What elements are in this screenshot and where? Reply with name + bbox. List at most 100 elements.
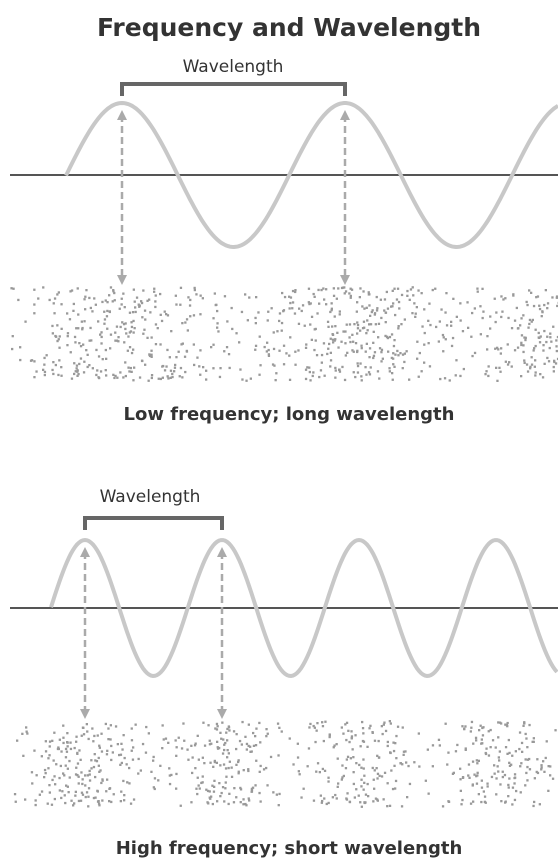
particle: [413, 302, 416, 305]
particle: [35, 774, 38, 777]
particle: [161, 747, 164, 750]
particle: [519, 324, 522, 327]
particle: [365, 373, 368, 376]
particle: [101, 778, 104, 781]
particle: [254, 784, 257, 787]
particle: [548, 346, 551, 350]
particle: [392, 302, 395, 305]
particle: [547, 789, 550, 792]
particle: [163, 310, 166, 313]
particle: [312, 371, 315, 374]
particle: [267, 354, 271, 357]
particle: [179, 303, 182, 306]
particle: [291, 301, 295, 304]
particle: [520, 334, 524, 337]
particle: [359, 329, 362, 332]
particle: [88, 296, 91, 300]
particle: [504, 297, 507, 300]
particle: [507, 786, 510, 789]
particle: [373, 769, 376, 772]
particle: [137, 772, 140, 775]
particle: [322, 287, 325, 290]
particle: [100, 342, 103, 345]
particle: [371, 731, 374, 734]
particle: [334, 338, 337, 341]
particle: [87, 787, 91, 790]
particle: [179, 804, 182, 807]
particle: [64, 764, 67, 767]
particle: [499, 783, 502, 786]
particle: [137, 303, 140, 306]
particle: [323, 298, 326, 301]
particle: [285, 352, 288, 355]
particle: [150, 374, 154, 377]
particle: [331, 338, 335, 341]
particle: [397, 354, 400, 357]
particle: [81, 778, 84, 781]
particle: [205, 369, 208, 372]
particle: [472, 742, 475, 745]
particle: [115, 325, 119, 328]
particle: [486, 782, 489, 785]
particle: [504, 723, 507, 726]
particle: [77, 775, 80, 778]
particle: [320, 353, 324, 357]
particle: [105, 790, 108, 793]
particle: [46, 802, 49, 805]
particle: [91, 310, 94, 313]
particle: [423, 361, 426, 364]
particle: [48, 740, 52, 743]
particle: [74, 370, 77, 373]
particle: [545, 340, 548, 344]
particle: [349, 340, 352, 344]
particle: [415, 306, 418, 309]
particle: [223, 295, 227, 298]
particle: [152, 755, 155, 759]
particle: [326, 352, 329, 356]
particle: [371, 309, 374, 312]
particle: [319, 794, 322, 797]
particle: [314, 339, 317, 342]
particle: [378, 774, 381, 777]
particle: [454, 374, 457, 377]
particle: [526, 758, 529, 761]
particle: [526, 765, 529, 769]
particle: [526, 779, 529, 782]
particle: [514, 750, 517, 753]
particle: [184, 321, 187, 324]
particle: [356, 323, 360, 327]
particle: [87, 805, 90, 808]
particle: [66, 335, 69, 338]
particle: [513, 349, 517, 352]
particle: [463, 727, 466, 730]
particle: [116, 743, 119, 746]
particle: [316, 762, 320, 765]
particle: [159, 377, 162, 381]
particle: [121, 748, 124, 751]
particle: [373, 787, 376, 790]
particle: [534, 359, 537, 362]
particle: [17, 298, 20, 302]
particle: [367, 371, 371, 374]
particle: [170, 773, 173, 777]
particle: [536, 758, 539, 761]
particle: [226, 749, 229, 752]
particle: [331, 333, 334, 336]
particle: [544, 756, 547, 760]
particle: [314, 327, 317, 331]
particle: [133, 366, 136, 369]
particle: [113, 299, 116, 302]
particle: [327, 347, 330, 350]
particle: [227, 725, 230, 728]
particle: [343, 292, 346, 295]
particle: [72, 309, 75, 312]
particle: [516, 346, 520, 349]
particle: [352, 771, 355, 774]
particle: [219, 795, 222, 798]
particle: [96, 734, 99, 737]
particle: [406, 796, 409, 799]
particle: [455, 315, 458, 318]
particle: [212, 367, 215, 370]
particle: [120, 790, 123, 793]
particle: [114, 331, 117, 334]
